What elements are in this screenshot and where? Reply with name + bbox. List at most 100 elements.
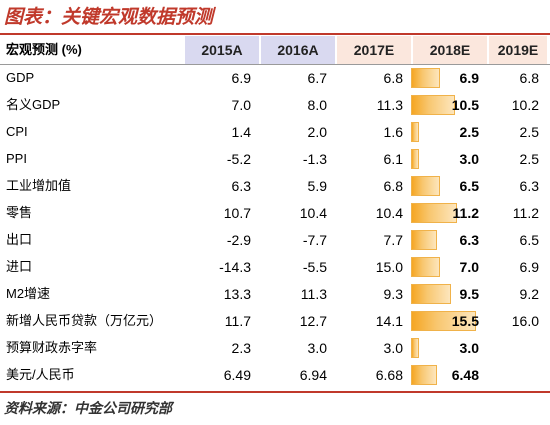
column-header-2019e: 2019E [489, 36, 547, 64]
cell-2015a: 6.49 [223, 367, 251, 383]
column-header-2017e: 2017E [337, 36, 411, 64]
cell-2018e: 6.9 [459, 70, 479, 86]
table-row: 名义GDP 7.0 8.0 11.3 10.5 10.2 [0, 92, 550, 118]
cell-2017e: 9.3 [383, 286, 403, 302]
row-label: 出口 [6, 232, 33, 247]
cell-2015a: -5.2 [226, 151, 251, 167]
cell-2016a: 10.4 [299, 205, 327, 221]
row-label: CPI [6, 124, 28, 139]
cell-2019e: 16.0 [511, 313, 539, 329]
cell-2016a: -5.5 [302, 259, 327, 275]
cell-2015a: 10.7 [223, 205, 251, 221]
table-row: 美元/人民币 6.49 6.94 6.68 6.48 [0, 362, 550, 388]
cell-2015a: -2.9 [226, 232, 251, 248]
cell-2017e: 6.8 [383, 70, 403, 86]
row-label: 进口 [6, 259, 33, 274]
column-header-2016a: 2016A [261, 36, 335, 64]
highlight-bar [411, 149, 419, 169]
cell-2019e: 11.2 [512, 205, 539, 221]
row-label: PPI [6, 151, 27, 166]
cell-2019e [489, 335, 539, 361]
cell-2017e: 6.1 [383, 151, 403, 167]
highlight-bar [411, 68, 440, 88]
highlight-bar [411, 230, 437, 250]
table-row: M2增速 13.3 11.3 9.3 9.5 9.2 [0, 281, 550, 307]
cell-2015a: 2.3 [231, 340, 251, 356]
cell-2017e: 3.0 [383, 340, 403, 356]
bottom-rule [0, 391, 550, 393]
highlight-bar [411, 365, 437, 385]
cell-2018e: 3.0 [459, 151, 479, 167]
source-note: 资料来源：中金公司研究部 [4, 401, 172, 417]
table-row: GDP 6.9 6.7 6.8 6.9 6.8 [0, 65, 550, 91]
table-row: 工业增加值 6.3 5.9 6.8 6.5 6.3 [0, 173, 550, 199]
cell-2018e: 6.5 [459, 178, 479, 194]
header-label: 宏观预测 (%) [6, 42, 82, 57]
table-row: 预算财政赤字率 2.3 3.0 3.0 3.0 [0, 335, 550, 361]
cell-2018e: 10.5 [451, 97, 479, 113]
cell-2019e: 6.9 [519, 259, 539, 275]
cell-2019e: 6.3 [519, 178, 539, 194]
chart-title: 图表：关键宏观数据预测 [4, 6, 214, 28]
table-row: 零售 10.7 10.4 10.4 11.2 11.2 [0, 200, 550, 226]
row-label: 工业增加值 [6, 178, 72, 193]
table-header: 宏观预测 (%) 2015A 2016A 2017E 2018E 2019E [0, 36, 550, 64]
column-header-2015a: 2015A [185, 36, 259, 64]
top-rule [0, 33, 550, 35]
cell-2016a: 5.9 [307, 178, 327, 194]
header-rule [0, 64, 550, 65]
cell-2016a: 6.7 [307, 70, 327, 86]
cell-2015a: 13.3 [223, 286, 251, 302]
column-header-2018e: 2018E [413, 36, 487, 64]
cell-2016a: 2.0 [307, 124, 327, 140]
cell-2015a: 6.3 [231, 178, 251, 194]
highlight-bar [411, 311, 476, 331]
highlight-bar [411, 122, 419, 142]
row-label: GDP [6, 70, 35, 85]
cell-2017e: 6.8 [383, 178, 403, 194]
highlight-bar [411, 338, 419, 358]
cell-2018e: 15.5 [451, 313, 479, 329]
cell-2017e: 14.1 [375, 313, 403, 329]
highlight-bar [411, 257, 440, 277]
table-row: CPI 1.4 2.0 1.6 2.5 2.5 [0, 119, 550, 145]
highlight-bar [411, 203, 457, 223]
table-row: 新增人民币贷款（万亿元） 11.7 12.7 14.1 15.5 16.0 [0, 308, 550, 334]
cell-2018e: 7.0 [459, 259, 479, 275]
cell-2016a: 11.3 [300, 286, 327, 302]
cell-2019e: 6.5 [519, 232, 539, 248]
cell-2017e: 15.0 [375, 259, 403, 275]
row-label: 美元/人民币 [6, 367, 75, 382]
cell-2015a: 1.4 [231, 124, 251, 140]
row-label: 名义GDP [6, 97, 61, 112]
cell-2019e: 2.5 [519, 124, 539, 140]
cell-2015a: 11.7 [224, 313, 251, 329]
row-label: 零售 [6, 205, 33, 220]
row-label: 预算财政赤字率 [6, 340, 98, 355]
cell-2018e: 2.5 [459, 124, 479, 140]
cell-2017e: 1.6 [383, 124, 403, 140]
cell-2015a: 7.0 [231, 97, 251, 113]
cell-2016a: 6.94 [299, 367, 327, 383]
cell-2017e: 6.68 [375, 367, 403, 383]
cell-2016a: -7.7 [302, 232, 327, 248]
cell-2018e: 6.3 [459, 232, 479, 248]
cell-2018e: 11.2 [452, 205, 479, 221]
highlight-bar [411, 95, 455, 115]
table-row: 出口 -2.9 -7.7 7.7 6.3 6.5 [0, 227, 550, 253]
cell-2015a: -14.3 [219, 259, 251, 275]
cell-2016a: 3.0 [307, 340, 327, 356]
cell-2019e: 2.5 [519, 151, 539, 167]
cell-2017e: 11.3 [376, 97, 403, 113]
cell-2016a: -1.3 [302, 151, 327, 167]
cell-2016a: 8.0 [307, 97, 327, 113]
cell-2018e: 3.0 [459, 340, 479, 356]
cell-2019e [489, 362, 539, 388]
table-row: PPI -5.2 -1.3 6.1 3.0 2.5 [0, 146, 550, 172]
cell-2017e: 10.4 [375, 205, 403, 221]
cell-2018e: 9.5 [459, 286, 479, 302]
cell-2019e: 9.2 [519, 286, 539, 302]
row-label: 新增人民币贷款（万亿元） [6, 313, 163, 328]
highlight-bar [411, 176, 440, 196]
cell-2019e: 6.8 [519, 70, 539, 86]
